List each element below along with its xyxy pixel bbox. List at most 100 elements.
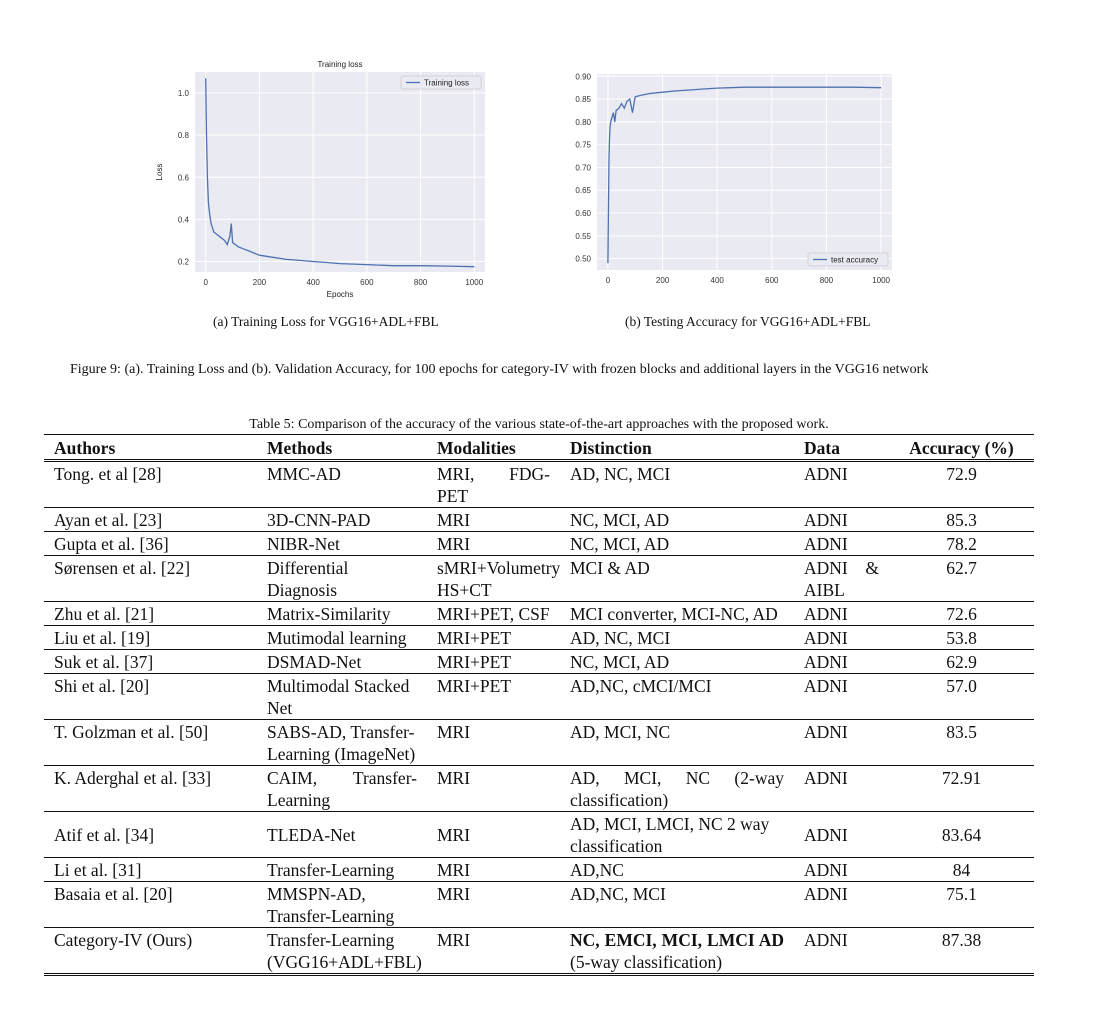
cell-author: Liu et al. [19] (54, 628, 151, 648)
cell-distinction: NC, EMCI, MCI, LMCI AD (5-way classifica… (570, 930, 784, 972)
cell-data: ADNI (804, 825, 848, 845)
cell-data: ADNI (804, 510, 848, 530)
x-tick-label: 0 (606, 276, 611, 285)
cell-data: ADNI (804, 860, 848, 880)
series-line (607, 86, 882, 264)
table-row-ours: Category-IV (Ours) Transfer-Learning (VG… (44, 928, 1034, 975)
legend-label: Training loss (424, 79, 469, 88)
cell-author: K. Aderghal et al. [33] (54, 768, 212, 788)
y-tick-label: 0.65 (575, 186, 591, 195)
cell-author: Gupta et al. [36] (54, 534, 169, 554)
cell-author: Sørensen et al. [22] (54, 558, 191, 578)
subcaption-b: (b) Testing Accuracy for VGG16+ADL+FBL (625, 314, 871, 329)
x-tick-label: 200 (656, 276, 670, 285)
cell-author: Basaia et al. [20] (54, 884, 173, 904)
cell-modality: MRI (437, 884, 471, 904)
table-row: Ayan et al. [23] 3D-CNN-PAD MRI NC, MCI,… (44, 508, 1034, 532)
y-tick-label: 1.0 (178, 89, 190, 98)
subcaption-a: (a) Training Loss for VGG16+ADL+FBL (213, 314, 439, 329)
cell-data: ADNI (804, 884, 848, 904)
table-row: Basaia et al. [20] MMSPN-AD, Transfer-Le… (44, 882, 1034, 928)
y-tick-label: 0.50 (575, 255, 591, 264)
x-tick-label: 600 (360, 278, 374, 287)
y-tick-label: 0.4 (178, 215, 190, 224)
cell-method: CAIM, Transfer-Learning (267, 768, 417, 810)
cell-accuracy: 83.5 (946, 722, 977, 742)
cell-distinction: NC, MCI, AD (570, 534, 670, 554)
y-tick-label: 0.55 (575, 232, 591, 241)
cell-accuracy: 83.64 (941, 825, 982, 845)
x-tick-label: 200 (253, 278, 267, 287)
header-modalities: Modalities (437, 438, 516, 458)
figure-caption: Figure 9: (a). Training Loss and (b). Va… (70, 362, 929, 377)
x-tick-label: 800 (414, 278, 428, 287)
cell-method: Mutimodal learning (267, 628, 407, 648)
x-tick-label: 400 (711, 276, 725, 285)
cell-method: DSMAD-Net (267, 652, 362, 672)
cell-author: Category-IV (Ours) (54, 930, 193, 950)
cell-accuracy: 72.91 (941, 768, 982, 788)
cell-modality: MRI (437, 825, 471, 845)
cell-modality: MRI+PET (437, 652, 512, 672)
x-tick-label: 1000 (465, 278, 483, 287)
cell-accuracy: 87.38 (941, 930, 982, 950)
y-tick-label: 0.80 (575, 118, 591, 127)
cell-distinction: MCI converter, MCI-NC, AD (570, 604, 778, 624)
header-data: Data (804, 438, 840, 458)
cell-method: Matrix-Similarity (267, 604, 391, 624)
y-axis-label: Loss (155, 164, 164, 181)
cell-author: Atif et al. [34] (54, 825, 155, 845)
training-loss-plot: 0 200 400 600 800 1000 0.2 0.4 0.6 0.8 1.0 Training… (155, 60, 485, 299)
cell-method: MMC-AD (267, 464, 341, 484)
legend-box (400, 75, 482, 90)
legend-box (807, 252, 889, 267)
table-row: Tong. et al [28] MMC-AD MRI, FDG-PET AD,… (44, 461, 1034, 508)
table-caption: Table 5: Comparison of the accuracy of t… (249, 417, 829, 432)
cell-modality: MRI, FDG-PET (437, 464, 550, 506)
x-tick-label: 400 (306, 278, 320, 287)
cell-data: ADNI (804, 676, 848, 696)
table-row: Li et al. [31] Transfer-Learning MRI AD,… (44, 858, 1034, 882)
y-tick-label: 0.8 (178, 131, 190, 140)
cell-author: Tong. et al [28] (54, 464, 162, 484)
cell-method: Transfer-Learning (267, 860, 395, 880)
table-row: Sørensen et al. [22] Differential Diagno… (44, 556, 1034, 602)
series-line (205, 78, 475, 268)
cell-distinction: MCI & AD (570, 558, 650, 578)
y-tick-label: 0.75 (575, 141, 591, 150)
x-axis-label: Epochs (327, 290, 354, 299)
x-tick-label: 600 (765, 276, 779, 285)
table-row: T. Golzman et al. [50] SABS-AD, Transfer… (44, 720, 1034, 766)
cell-modality: MRI+PET (437, 676, 512, 696)
cell-method: Multimodal Stacked Net (267, 676, 410, 718)
cell-distinction: AD,NC, MCI (570, 884, 666, 904)
cell-modality: MRI (437, 768, 471, 788)
cell-data: ADNI (804, 534, 848, 554)
cell-author: Suk et al. [37] (54, 652, 154, 672)
cell-author: Li et al. [31] (54, 860, 142, 880)
cell-method: Differential Diagnosis (267, 558, 349, 600)
cell-modality: MRI+PET (437, 628, 512, 648)
header-distinction: Distinction (570, 438, 652, 458)
cell-accuracy: 62.9 (946, 652, 977, 672)
cell-distinction: AD, NC, MCI (570, 464, 671, 484)
cell-method: Transfer-Learning (VGG16+ADL+FBL) (267, 930, 422, 972)
cell-accuracy: 78.2 (946, 534, 977, 554)
cell-accuracy: 75.1 (946, 884, 977, 904)
cell-data: ADNI (804, 604, 848, 624)
table-row: Shi et al. [20] Multimodal Stacked Net M… (44, 674, 1034, 720)
cell-data: ADNI (804, 722, 848, 742)
cell-accuracy: 72.6 (946, 604, 977, 624)
x-tick-label: 1000 (872, 276, 890, 285)
plot-area (597, 74, 892, 270)
cell-author: Shi et al. [20] (54, 676, 150, 696)
cell-modality: sMRI+Volumetry HS+CT (437, 558, 561, 600)
cell-distinction: NC, MCI, AD (570, 652, 670, 672)
cell-modality: MRI (437, 930, 471, 950)
comparison-table: Authors Methods Modalities Distinction D… (44, 434, 1034, 976)
cell-accuracy: 53.8 (946, 628, 977, 648)
y-tick-label: 0.90 (575, 72, 591, 81)
y-tick-label: 0.60 (575, 209, 591, 218)
cell-accuracy: 85.3 (946, 510, 977, 530)
cell-author: Zhu et al. [21] (54, 604, 155, 624)
